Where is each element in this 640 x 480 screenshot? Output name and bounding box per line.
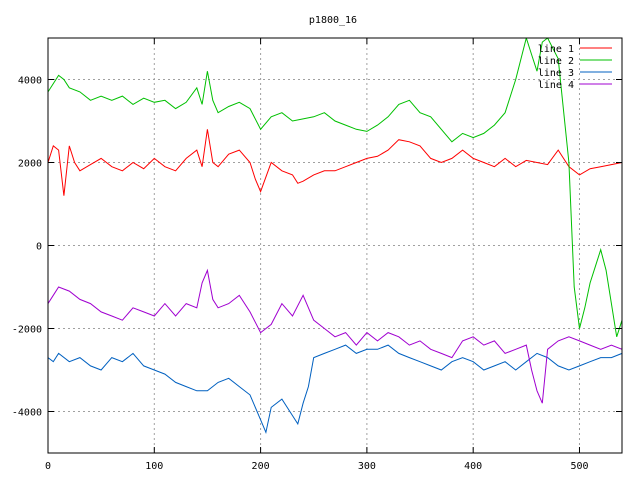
legend-label-line-2: line 2	[538, 56, 574, 67]
chart-title: p1800_16	[309, 15, 357, 26]
x-tick-label: 100	[145, 461, 163, 472]
series-line-4	[48, 268, 622, 404]
x-tick-label: 500	[570, 461, 588, 472]
series-line-3	[48, 344, 622, 434]
series-lines	[48, 38, 622, 434]
y-tick-label: 4000	[18, 76, 42, 87]
y-tick-label: -2000	[12, 325, 42, 336]
y-tick-label: 2000	[18, 159, 42, 170]
grid	[48, 38, 622, 453]
series-line-1	[48, 129, 622, 196]
axis-ticks: 0 100 200 300 400 500 -4000 -2000 0 2000 4000	[12, 38, 622, 472]
legend-label-line-1: line 1	[538, 44, 574, 55]
legend-label-line-4: line 4	[538, 80, 574, 91]
y-tick-label: -4000	[12, 408, 42, 419]
x-tick-label: 400	[464, 461, 482, 472]
x-tick-label: 300	[358, 461, 376, 472]
x-tick-label: 200	[252, 461, 270, 472]
y-tick-label: 0	[36, 242, 42, 253]
x-tick-label: 0	[45, 461, 51, 472]
legend-label-line-3: line 3	[538, 68, 574, 79]
series-line-2	[48, 38, 622, 337]
